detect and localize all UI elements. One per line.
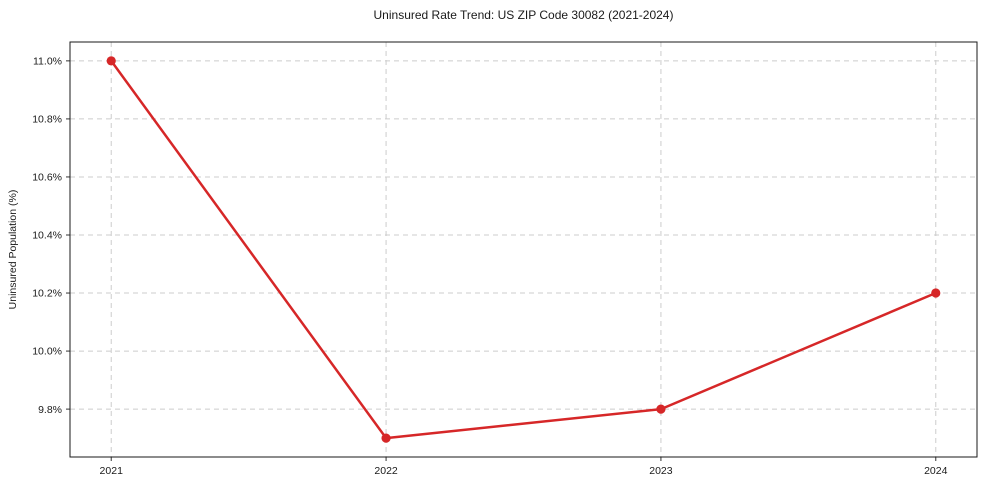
y-tick-label: 11.0%	[33, 56, 62, 68]
y-tick-label: 9.8%	[38, 404, 62, 416]
x-tick-label: 2024	[924, 465, 948, 477]
data-point	[106, 56, 116, 66]
y-tick-label: 10.6%	[32, 172, 62, 184]
y-tick-label: 10.0%	[32, 346, 62, 358]
y-tick-label: 10.8%	[32, 114, 62, 126]
y-tick-label: 10.2%	[32, 288, 62, 300]
chart-title: Uninsured Rate Trend: US ZIP Code 30082 …	[373, 8, 674, 22]
trend-line	[109, 59, 938, 440]
y-tick-label: 10.4%	[32, 230, 62, 242]
data-point	[931, 288, 941, 298]
data-point	[381, 433, 391, 443]
x-tick-label: 2022	[374, 465, 398, 477]
data-point	[656, 404, 666, 414]
x-tick-label: 2021	[100, 465, 124, 477]
axes-box	[69, 41, 978, 458]
x-tick-label: 2023	[649, 465, 673, 477]
